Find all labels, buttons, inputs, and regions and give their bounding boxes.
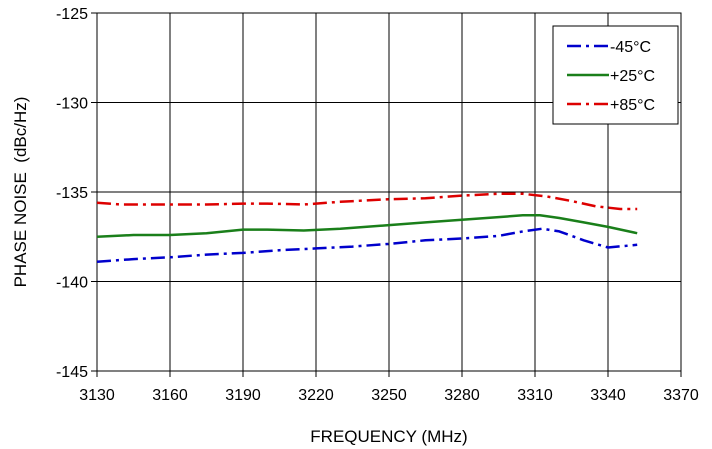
- legend-entry-label: -45°C: [610, 39, 651, 56]
- x-tick-labels: 3130 3160 3190 3220 3250 3280 3310 3340 3370: [79, 371, 699, 404]
- y-tick-label: -140: [56, 275, 88, 292]
- x-tick-label: 3310: [517, 387, 553, 404]
- y-tick-labels: -145 -140 -135 -130 -125: [56, 6, 97, 381]
- y-axis-label: PHASE NOISE (dBc/Hz): [11, 97, 30, 288]
- y-tick-label: -130: [56, 96, 88, 113]
- y-tick-label: -145: [56, 364, 88, 381]
- series-lines: [96, 192, 638, 264]
- legend-entry-label: +85°C: [610, 97, 655, 114]
- x-tick-label: 3370: [663, 387, 699, 404]
- x-tick-label: 3250: [371, 387, 407, 404]
- series-line: [96, 192, 638, 211]
- x-tick-label: 3130: [79, 387, 115, 404]
- x-tick-label: 3160: [152, 387, 188, 404]
- series-line: [96, 227, 638, 264]
- legend: -45°C +25°C +85°C: [552, 25, 679, 125]
- y-tick-label: -125: [56, 6, 88, 23]
- y-tick-label: -135: [56, 185, 88, 202]
- x-tick-label: 3220: [298, 387, 334, 404]
- series-line: [96, 214, 638, 239]
- x-tick-label: 3280: [444, 387, 480, 404]
- x-tick-label: 3340: [590, 387, 626, 404]
- x-axis-label: FREQUENCY (MHz): [310, 427, 467, 446]
- x-tick-label: 3190: [225, 387, 261, 404]
- legend-entry-label: +25°C: [610, 68, 655, 85]
